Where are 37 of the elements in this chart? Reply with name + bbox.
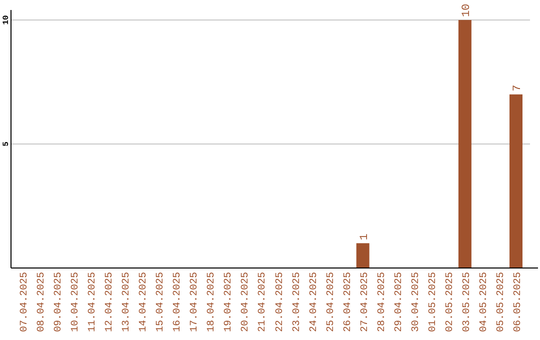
- x-tick-label: 16.04.2025: [172, 272, 184, 332]
- data-label: 1: [358, 233, 371, 240]
- x-tick-label: 23.04.2025: [292, 272, 303, 332]
- x-tick-label: 18.04.2025: [206, 272, 218, 332]
- x-tick-label: 27.04.2025: [360, 272, 371, 332]
- y-tick-label: 5: [2, 141, 11, 146]
- x-tick-label: 08.04.2025: [36, 272, 48, 332]
- x-tick-label: 15.04.2025: [156, 272, 167, 332]
- data-label: 10: [460, 4, 473, 17]
- x-tick-label: 21.04.2025: [258, 272, 269, 332]
- bar: [356, 243, 370, 268]
- x-tick-label: 05.05.2025: [496, 272, 507, 332]
- x-tick-label: 19.04.2025: [224, 272, 235, 332]
- x-tick-label: 17.04.2025: [190, 272, 201, 332]
- x-tick-label: 20.04.2025: [240, 272, 252, 332]
- x-tick-label: 12.04.2025: [104, 272, 116, 332]
- x-tick-label: 02.05.2025: [444, 272, 456, 332]
- x-tick-label: 26.04.2025: [342, 272, 354, 332]
- x-tick-label: 28.04.2025: [376, 272, 388, 332]
- x-tick-label: 13.04.2025: [122, 272, 133, 332]
- x-tick-label: 04.05.2025: [478, 272, 490, 332]
- bar: [509, 94, 522, 268]
- x-tick-label: 07.04.2025: [20, 272, 31, 332]
- x-tick-label: 24.04.2025: [308, 272, 320, 332]
- bar: [458, 20, 472, 268]
- x-tick-label: 14.04.2025: [138, 272, 150, 332]
- x-tick-label: 29.04.2025: [394, 272, 405, 332]
- x-tick-label: 03.05.2025: [462, 272, 473, 332]
- x-tick-label: 11.04.2025: [88, 272, 99, 332]
- x-tick-label: 30.04.2025: [410, 272, 422, 332]
- x-tick-label: 25.04.2025: [326, 272, 337, 332]
- x-tick-label: 10.04.2025: [70, 272, 82, 332]
- x-tick-label: 09.04.2025: [54, 272, 65, 332]
- x-tick-label: 22.04.2025: [274, 272, 286, 332]
- data-label: 7: [512, 84, 524, 92]
- x-tick-label: 01.05.2025: [428, 272, 439, 332]
- x-tick-label: 06.05.2025: [512, 272, 524, 332]
